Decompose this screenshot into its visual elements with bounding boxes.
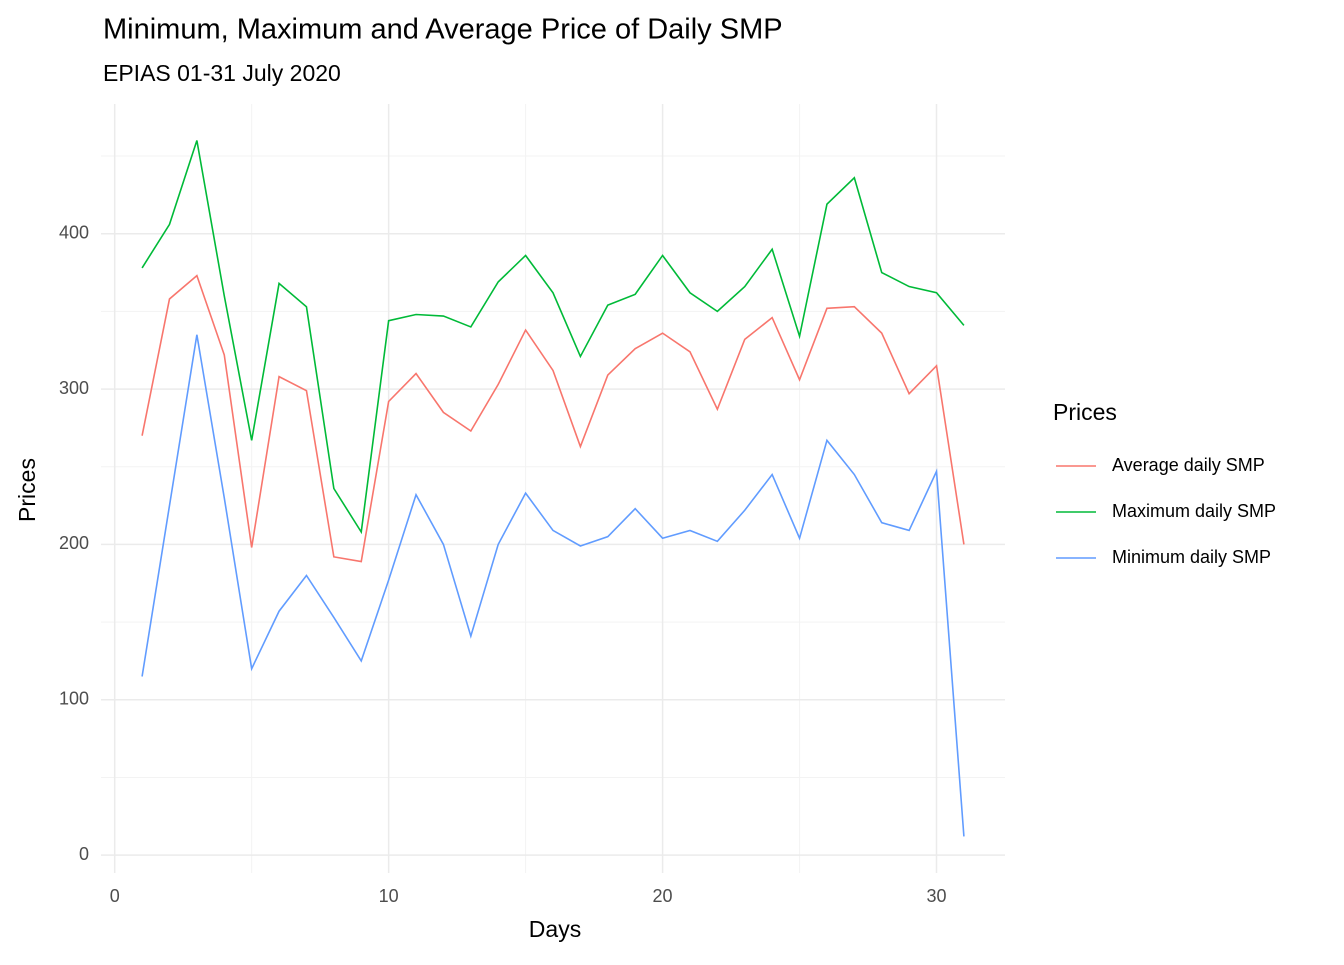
chart-title: Minimum, Maximum and Average Price of Da… <box>103 14 783 46</box>
y-tick-label: 0 <box>79 844 89 864</box>
x-tick-label: 0 <box>110 886 120 906</box>
legend-label: Average daily SMP <box>1112 455 1265 475</box>
legend-label: Maximum daily SMP <box>1112 501 1276 521</box>
x-axis-label: Days <box>529 916 581 942</box>
series-line <box>141 334 965 837</box>
x-tick-label: 30 <box>926 886 946 906</box>
legend-title: Prices <box>1053 399 1117 425</box>
x-tick-label: 10 <box>379 886 399 906</box>
y-tick-label: 400 <box>59 222 89 242</box>
y-tick-label: 300 <box>59 378 89 398</box>
x-tick-label: 20 <box>653 886 673 906</box>
y-tick-label: 200 <box>59 533 89 553</box>
y-axis-label: Prices <box>14 458 40 522</box>
series-line <box>141 140 965 535</box>
chart-subtitle: EPIAS 01-31 July 2020 <box>103 60 341 86</box>
series-line <box>141 274 965 563</box>
legend-label: Minimum daily SMP <box>1112 547 1271 567</box>
y-tick-label: 100 <box>59 689 89 709</box>
